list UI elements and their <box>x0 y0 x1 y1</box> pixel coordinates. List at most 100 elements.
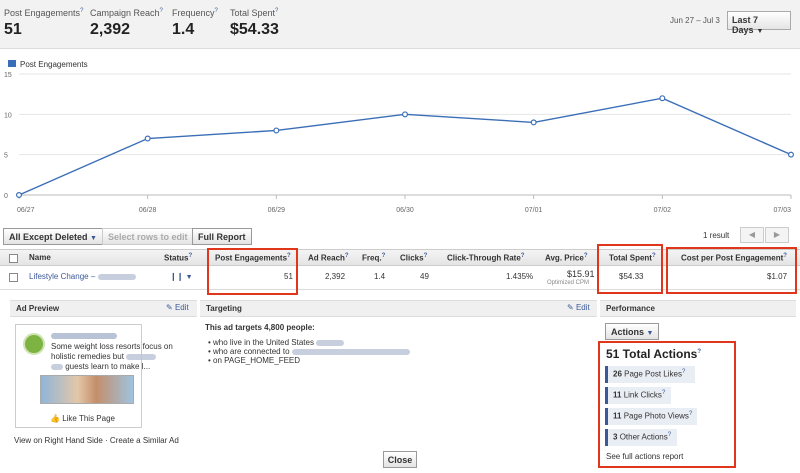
help-icon[interactable]: ? <box>159 8 163 14</box>
chevron-down-icon: ▼ <box>185 274 193 281</box>
ad-image <box>40 375 134 404</box>
help-icon[interactable]: ? <box>697 349 702 355</box>
data-point <box>530 119 537 126</box>
col-label: Cost per Post Engagement <box>681 253 784 263</box>
help-icon[interactable]: ? <box>423 253 428 259</box>
select-all-checkbox[interactable] <box>9 254 18 263</box>
select-rows-button[interactable]: Select rows to edit <box>102 228 194 245</box>
targeting-text: who are connected to <box>213 347 290 356</box>
action-row: 26 Page Post Likes? <box>605 366 695 383</box>
chevron-down-icon: ▼ <box>756 28 764 35</box>
col-post-engagements[interactable]: Post Engagements? <box>215 253 291 263</box>
prev-page-button[interactable]: ◀ <box>740 227 764 243</box>
targeting-item: • on PAGE_HOME_FEED <box>208 356 301 365</box>
ad-preview-edit[interactable]: ✎ Edit <box>166 303 189 312</box>
like-page-link[interactable]: 👍 Like This Page <box>50 414 115 423</box>
edit-label: Edit <box>575 303 590 312</box>
redacted-text <box>51 363 63 370</box>
chevron-down-icon: ▼ <box>646 330 654 337</box>
col-total-spent[interactable]: Total Spent? <box>609 253 656 263</box>
close-button[interactable]: Close <box>383 451 417 468</box>
help-icon[interactable]: ? <box>583 253 588 259</box>
col-clicks[interactable]: Clicks? <box>400 253 427 263</box>
table-row: Lifestyle Change – ❙❙ ▼ 51 2,392 1.4 49 … <box>0 266 800 290</box>
ad-body-text: guests learn to make l... <box>65 362 151 371</box>
targeting-summary: This ad targets 4,800 people: <box>205 323 315 332</box>
action-count: 11 <box>613 411 622 421</box>
data-point <box>659 95 666 102</box>
col-cost-per-engagement[interactable]: Cost per Post Engagement? <box>681 253 787 263</box>
date-range-label: Last 7 Days <box>732 15 759 35</box>
help-icon[interactable]: ? <box>661 390 666 396</box>
actions-dropdown[interactable]: Actions ▼ <box>605 323 660 340</box>
cell-total-spent: $54.33 <box>619 272 644 281</box>
col-label: Ad Reach <box>308 253 345 263</box>
action-count: 26 <box>613 369 622 379</box>
help-icon[interactable]: ? <box>688 411 693 417</box>
stat-value: 51 <box>4 21 22 38</box>
stats-bar: Post Engagements? 51 Campaign Reach? 2,3… <box>0 0 800 49</box>
help-icon[interactable]: ? <box>681 369 686 375</box>
row-checkbox[interactable] <box>9 273 18 282</box>
action-row: 11 Link Clicks? <box>605 387 671 404</box>
help-icon[interactable]: ? <box>214 8 218 14</box>
help-icon[interactable]: ? <box>344 253 349 259</box>
help-icon[interactable]: ? <box>287 253 291 259</box>
ad-body-line: Some weight loss resorts focus on <box>51 342 173 351</box>
filter-dropdown[interactable]: All Except Deleted ▼ <box>3 228 103 245</box>
targeting-text: who live in the United States <box>213 338 314 347</box>
performance-header: Performance <box>600 300 796 317</box>
chevron-down-icon: ▼ <box>90 235 97 242</box>
action-label: Page Photo Views <box>623 411 689 421</box>
pencil-icon: ✎ <box>567 303 574 312</box>
stat-value: 2,392 <box>90 21 131 38</box>
help-icon[interactable]: ? <box>381 253 386 259</box>
help-icon[interactable]: ? <box>667 432 672 438</box>
col-ctr[interactable]: Click-Through Rate? <box>447 253 524 263</box>
stat-post-engagements: Post Engagements? 51 <box>4 8 83 39</box>
filter-label: All Except Deleted <box>9 232 88 242</box>
stat-label: Post Engagements <box>4 8 81 18</box>
help-icon[interactable]: ? <box>275 8 279 14</box>
highlight-post-engagements <box>207 248 298 295</box>
help-icon[interactable]: ? <box>188 253 193 259</box>
data-point <box>144 135 151 142</box>
targeting-edit[interactable]: ✎ Edit <box>567 303 590 312</box>
x-tick-label: 06/28 <box>139 207 157 214</box>
result-count: 1 result <box>703 231 730 240</box>
date-range-dropdown[interactable]: Last 7 Days ▼ <box>727 11 791 35</box>
data-point <box>273 127 280 134</box>
action-label: Page Post Likes <box>624 369 682 379</box>
ad-body: Some weight loss resorts focus on holist… <box>51 342 173 372</box>
col-ad-reach[interactable]: Ad Reach? <box>308 253 349 263</box>
help-icon[interactable]: ? <box>783 253 787 259</box>
help-icon[interactable]: ? <box>520 253 525 259</box>
full-actions-report-link[interactable]: See full actions report <box>606 452 684 461</box>
help-icon[interactable]: ? <box>80 8 84 14</box>
ad-preview-links[interactable]: View on Right Hand Side · Create a Simil… <box>14 436 179 445</box>
pencil-icon: ✎ <box>166 303 173 312</box>
col-label: Total Spent <box>609 253 652 263</box>
status-toggle[interactable]: ❙❙ ▼ <box>170 272 193 281</box>
next-page-button[interactable]: ▶ <box>765 227 789 243</box>
total-actions: 51 Total Actions? <box>606 347 701 361</box>
y-tick-label: 0 <box>4 193 8 200</box>
col-status[interactable]: Status? <box>164 253 192 263</box>
full-report-button[interactable]: Full Report <box>192 228 252 245</box>
col-name[interactable]: Name <box>29 253 51 262</box>
legend-swatch <box>8 60 16 67</box>
highlight-actions <box>598 341 736 468</box>
col-avg-price[interactable]: Avg. Price? <box>545 253 588 263</box>
cell-cost-per-engagement: $1.07 <box>767 272 788 281</box>
ad-name-link[interactable]: Lifestyle Change – <box>29 272 136 281</box>
col-freq[interactable]: Freq.? <box>362 253 385 263</box>
cell-clicks: 49 <box>420 272 429 281</box>
help-icon[interactable]: ? <box>651 253 656 259</box>
col-label: Status <box>164 253 189 263</box>
date-range: Jun 27 – Jul 3 <box>670 16 720 25</box>
targeting-text: on PAGE_HOME_FEED <box>213 356 301 365</box>
highlight-cost-per-engagement <box>666 247 797 294</box>
stat-campaign-reach: Campaign Reach? 2,392 <box>90 8 163 39</box>
action-count: 11 <box>613 390 622 400</box>
ad-body-line: holistic remedies but <box>51 352 173 362</box>
